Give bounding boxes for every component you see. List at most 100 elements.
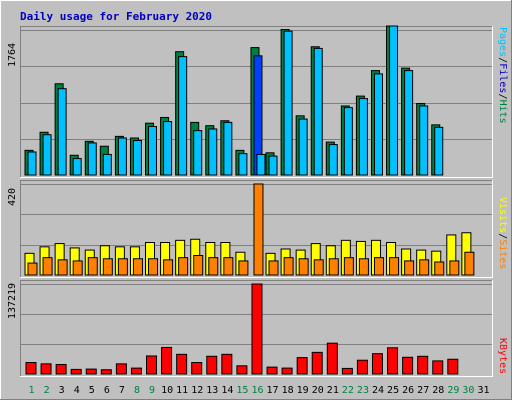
visits-bar-sites-day-3 — [57, 259, 68, 276]
x-label-day-31: 31 — [477, 385, 489, 396]
kbytes-bar-kbytes-day-26 — [402, 356, 414, 375]
hits-bar-files-day-15 — [238, 153, 248, 176]
hits-bar-files-day-24 — [373, 73, 383, 176]
visits-bar-sites-day-29 — [449, 260, 460, 276]
x-label-day-13: 13 — [206, 385, 218, 396]
visits-bar-sites-day-19 — [298, 258, 309, 276]
visits-legend-sites: Sites — [497, 239, 508, 269]
x-label-day-22: 22 — [342, 385, 354, 396]
x-label-day-1: 1 — [29, 385, 35, 396]
kbytes-bar-kbytes-day-19 — [296, 357, 308, 375]
x-label-day-26: 26 — [402, 385, 414, 396]
kbytes-bar-kbytes-day-17 — [266, 366, 278, 375]
x-label-day-27: 27 — [417, 385, 429, 396]
visits-bar-sites-day-1 — [27, 262, 38, 276]
hits-bar-files-day-1 — [27, 151, 37, 176]
kbytes-bar-kbytes-day-2 — [40, 363, 52, 375]
hits-bar-files-day-8 — [132, 139, 142, 176]
x-label-day-4: 4 — [74, 385, 80, 396]
visits-bar-sites-day-8 — [132, 258, 143, 276]
x-label-day-3: 3 — [59, 385, 65, 396]
hits-bar-files-day-4 — [72, 158, 82, 176]
hits-bar-files-day-25 — [389, 25, 399, 176]
x-label-day-28: 28 — [432, 385, 444, 396]
x-label-day-2: 2 — [44, 385, 50, 396]
visits-bar-sites-day-14 — [223, 257, 234, 276]
visits-bar-sites-day-10 — [163, 259, 174, 276]
visits-bar-sites-day-4 — [72, 260, 83, 276]
legend-visits-sites: Visits/Sites — [497, 197, 508, 269]
hits-bar-files-day-26 — [404, 70, 414, 176]
hits-legend-separator: / — [497, 57, 508, 63]
kbytes-bar-kbytes-day-11 — [176, 353, 188, 375]
kbytes-bar-kbytes-day-20 — [311, 351, 323, 375]
x-label-day-5: 5 — [89, 385, 95, 396]
kbytes-bar-kbytes-day-22 — [341, 367, 353, 375]
chart-title: Daily usage for February 2020 — [20, 10, 212, 23]
hits-bar-files-day-13 — [208, 128, 218, 176]
visits-bar-sites-day-26 — [404, 260, 415, 276]
visits-bar-sites-day-21 — [328, 258, 339, 276]
x-label-day-30: 30 — [462, 385, 474, 396]
visits-bar-sites-day-13 — [208, 257, 219, 276]
visits-bar-sites-day-7 — [117, 258, 128, 276]
hits-bar-files-day-2 — [42, 134, 52, 176]
hits-bar-files-day-23 — [358, 98, 368, 176]
visits-bar-sites-day-5 — [87, 257, 98, 276]
kbytes-bar-kbytes-day-5 — [85, 368, 97, 375]
kbytes-bar-kbytes-day-29 — [447, 358, 459, 375]
kbytes-bar-kbytes-day-7 — [115, 363, 127, 375]
x-label-day-9: 9 — [149, 385, 155, 396]
visits-legend-separator: / — [497, 233, 508, 239]
x-label-day-14: 14 — [221, 385, 233, 396]
x-axis-labels: 1 2 3 4 5 6 7 8 9 10 11 12 13 14 15 16 17 18 19 20 21 22 23 24 2… — [29, 385, 490, 396]
kbytes-bar-kbytes-day-15 — [236, 365, 248, 375]
kbytes-bar-kbytes-day-27 — [417, 355, 429, 375]
x-label-day-15: 15 — [236, 385, 248, 396]
kbytes-bar-kbytes-day-4 — [70, 368, 82, 375]
x-label-day-6: 6 — [104, 385, 110, 396]
visits-bar-sites-day-20 — [313, 259, 324, 276]
x-label-day-21: 21 — [327, 385, 339, 396]
visits-bar-sites-day-2 — [42, 257, 53, 276]
hits-bar-files-day-9 — [148, 126, 158, 176]
x-label-day-20: 20 — [312, 385, 324, 396]
kbytes-bar-kbytes-day-3 — [55, 363, 67, 375]
hits-bar-files-day-20 — [313, 47, 323, 176]
hits-bar-files-day-21 — [328, 144, 338, 176]
kbytes-bar-kbytes-day-24 — [371, 353, 383, 375]
x-label-day-23: 23 — [357, 385, 369, 396]
hits-bar-pages-day-16 — [256, 153, 266, 176]
visits-bar-sites-day-6 — [102, 258, 113, 276]
x-label-day-16: 16 — [251, 385, 263, 396]
hits-bar-files-day-3 — [57, 88, 67, 176]
hits-bar-files-day-12 — [193, 130, 203, 176]
x-label-day-12: 12 — [191, 385, 203, 396]
visits-legend-visits: Visits — [497, 197, 508, 233]
kbytes-bar-kbytes-day-13 — [206, 355, 218, 375]
hits-bar-files-day-14 — [223, 121, 233, 176]
visits-bar-sites-day-27 — [419, 259, 430, 276]
visits-bar-sites-day-16 — [253, 183, 264, 276]
kbytes-bar-kbytes-day-12 — [191, 362, 203, 375]
kbytes-bar-kbytes-day-23 — [356, 359, 368, 375]
x-label-day-11: 11 — [176, 385, 188, 396]
kbytes-bar-kbytes-day-16 — [251, 283, 263, 375]
kbytes-legend-kbytes: KBytes — [497, 338, 508, 374]
x-label-day-24: 24 — [372, 385, 384, 396]
hits-legend-separator: / — [497, 94, 508, 100]
visits-bar-sites-day-12 — [193, 255, 204, 276]
x-label-day-7: 7 — [119, 385, 125, 396]
kbytes-bar-kbytes-day-14 — [221, 353, 233, 375]
kbytes-bar-kbytes-day-8 — [130, 367, 142, 375]
visits-bar-sites-day-22 — [343, 257, 354, 276]
x-label-day-29: 29 — [447, 385, 459, 396]
kbytes-bar-kbytes-day-1 — [25, 362, 37, 375]
kbytes-bar-kbytes-day-9 — [146, 355, 158, 375]
visits-bar-sites-day-30 — [464, 251, 475, 276]
x-label-day-18: 18 — [282, 385, 294, 396]
x-label-day-17: 17 — [267, 385, 279, 396]
visits-bar-sites-day-18 — [283, 257, 294, 276]
kbytes-bar-kbytes-day-10 — [161, 346, 173, 375]
